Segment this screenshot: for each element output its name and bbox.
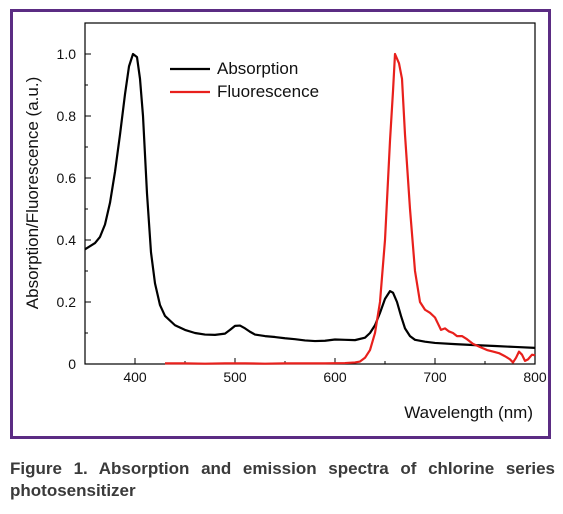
legend-label-absorption: Absorption	[217, 59, 298, 78]
y-tick-label: 0.8	[57, 108, 77, 124]
plot-border	[84, 22, 536, 365]
x-tick-label: 500	[223, 369, 247, 385]
x-axis-label: Wavelength (nm)	[404, 403, 533, 422]
x-tick-label: 800	[523, 369, 547, 385]
y-tick-label: 0.2	[57, 294, 77, 310]
y-tick-label: 0.6	[57, 170, 77, 186]
series-line-absorption	[84, 52, 536, 349]
x-tick-label: 400	[123, 369, 147, 385]
spectra-chart: 400 500 600 700 800 0 0.2 0.4 0.6 0.8 1.0 Wavelen…	[23, 22, 547, 422]
y-axis-ticks: 0 0.2 0.4 0.6 0.8 1.0	[57, 46, 91, 372]
plot-area: 400 500 600 700 800 0 0.2 0.4 0.6 0.8 1.0	[57, 22, 547, 385]
y-tick-label: 0	[68, 356, 76, 372]
series-line-fluorescence	[165, 52, 536, 365]
y-tick-label: 0.4	[57, 232, 77, 248]
figure-caption: Figure 1. Absorption and emission spectr…	[10, 459, 555, 500]
x-axis-ticks: 400 500 600 700 800	[84, 358, 547, 385]
y-tick-label: 1.0	[57, 46, 77, 62]
y-axis-label: Absorption/Fluorescence (a.u.)	[23, 77, 42, 309]
legend-label-fluorescence: Fluorescence	[217, 82, 319, 101]
x-tick-label: 600	[323, 369, 347, 385]
figure-frame	[10, 9, 551, 439]
x-tick-label: 700	[423, 369, 447, 385]
series-layer	[84, 52, 536, 365]
legend: Absorption Fluorescence	[170, 59, 319, 101]
